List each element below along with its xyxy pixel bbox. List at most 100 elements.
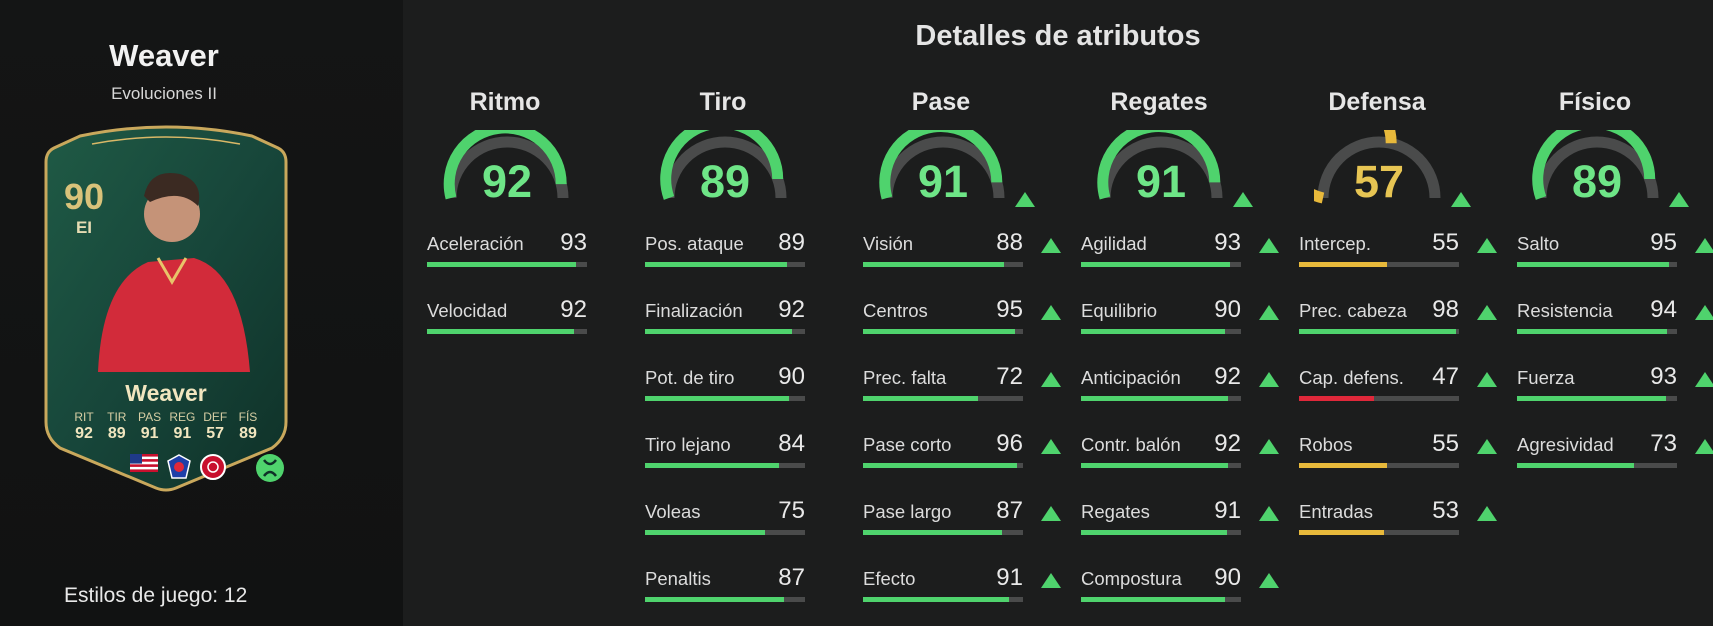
upgrade-arrow-icon <box>1041 372 1061 387</box>
attribute-row: Fuerza 93 <box>1517 363 1713 417</box>
attribute-label: Voleas <box>645 501 701 522</box>
category-title: Pase <box>911 88 971 116</box>
upgrade-arrow-icon <box>1695 372 1713 387</box>
attribute-bar <box>1299 262 1459 267</box>
card-stat: PAS 91 <box>134 410 166 443</box>
card-stat: TIR 89 <box>101 410 133 443</box>
attribute-value: 91 <box>1214 497 1241 524</box>
card-stat-value: 89 <box>107 425 126 442</box>
category-title: Físico <box>1558 88 1632 116</box>
attribute-bar-fill <box>863 530 1003 535</box>
attribute-bar <box>863 530 1023 535</box>
attribute-bar-fill <box>645 463 780 468</box>
attribute-bar <box>1299 530 1459 535</box>
attribute-bar <box>863 463 1023 468</box>
attribute-row: Pos. ataque 89 <box>645 229 805 283</box>
attribute-bar-fill <box>1517 262 1669 267</box>
card-rating: 90 <box>63 176 105 217</box>
attribute-bar <box>427 329 587 334</box>
attribute-value: 89 <box>778 229 805 256</box>
attribute-bar <box>1081 597 1241 602</box>
attribute-bar <box>863 597 1023 602</box>
attribute-label: Regates <box>1081 501 1150 522</box>
attribute-label: Pos. ataque <box>645 233 744 254</box>
attribute-label: Pase corto <box>863 434 952 455</box>
attribute-bar-fill <box>645 530 765 535</box>
attribute-bar <box>1081 262 1241 267</box>
attribute-value: 90 <box>778 363 805 390</box>
attribute-bar <box>645 530 805 535</box>
attribute-label: Prec. cabeza <box>1299 300 1407 321</box>
attribute-bar-fill <box>1081 329 1225 334</box>
attribute-row: Compostura 90 <box>1081 564 1279 618</box>
attribute-bar <box>1081 463 1241 468</box>
card-stats: RIT 92 TIR 89 PAS 91 REG 91 DEF 57 FÍS 89 <box>68 410 264 443</box>
card-stat-value: 57 <box>206 425 225 442</box>
card-stat-label: DEF <box>203 410 228 424</box>
attribute-row: Robos 55 <box>1299 430 1497 484</box>
attribute-row: Centros 95 <box>863 296 1061 350</box>
card-stat: RIT 92 <box>68 410 100 443</box>
upgrade-arrow-icon <box>1451 192 1471 207</box>
attribute-bar <box>863 329 1023 334</box>
attribute-bar-fill <box>863 262 1004 267</box>
category-rating: 91 <box>1135 156 1187 207</box>
attribute-bar <box>863 262 1023 267</box>
upgrade-arrow-icon <box>1477 439 1497 454</box>
attribute-label: Visión <box>863 233 914 254</box>
attribute-label: Finalización <box>645 300 743 321</box>
player-card[interactable]: 90 EI Weaver RIT 92 TIR 89 PAS 91 REG 91 DEF… <box>40 122 292 492</box>
attribute-bar-fill <box>1081 530 1227 535</box>
upgrade-arrow-icon <box>1259 305 1279 320</box>
category-rating: 92 <box>481 156 533 207</box>
attribute-value: 96 <box>996 430 1023 457</box>
attribute-label: Agresividad <box>1517 434 1614 455</box>
attribute-row: Penaltis 87 <box>645 564 805 618</box>
attribute-bar <box>1517 396 1677 401</box>
category-rating: 89 <box>1571 156 1623 207</box>
attribute-row: Contr. balón 92 <box>1081 430 1279 484</box>
attribute-value: 94 <box>1650 296 1677 323</box>
attribute-bar <box>1517 262 1677 267</box>
player-subtitle: Evoluciones II <box>111 84 217 103</box>
attribute-bar-fill <box>1517 396 1666 401</box>
attribute-label: Cap. defens. <box>1299 367 1404 388</box>
attribute-label: Penaltis <box>645 568 711 589</box>
attribute-row: Salto 95 <box>1517 229 1713 283</box>
attribute-label: Efecto <box>863 568 916 589</box>
evolution-icon <box>256 454 284 482</box>
attribute-value: 73 <box>1650 430 1677 457</box>
attribute-bar <box>645 597 805 602</box>
category-title: Regates <box>1110 88 1208 116</box>
upgrade-arrow-icon <box>1259 439 1279 454</box>
playstyles-count[interactable]: Estilos de juego: 12 <box>64 584 248 607</box>
card-stat-label: PAS <box>138 410 162 424</box>
attribute-label: Centros <box>863 300 928 321</box>
category-rating: 89 <box>699 156 751 207</box>
attribute-label: Resistencia <box>1517 300 1613 321</box>
upgrade-arrow-icon <box>1477 238 1497 253</box>
card-stat: DEF 57 <box>199 410 231 443</box>
attribute-bar <box>645 262 805 267</box>
attribute-label: Aceleración <box>427 233 524 254</box>
upgrade-arrow-icon <box>1233 192 1253 207</box>
attribute-bar-fill <box>645 597 785 602</box>
gauge-fill <box>660 130 784 200</box>
attribute-row: Agilidad 93 <box>1081 229 1279 283</box>
card-frame <box>44 125 288 492</box>
card-stat-value: 92 <box>75 425 93 442</box>
category-gauge <box>879 130 1005 200</box>
attribute-label: Salto <box>1517 233 1560 254</box>
upgrade-arrow-icon <box>1041 439 1061 454</box>
attribute-value: 92 <box>1214 363 1241 390</box>
attribute-row: Anticipación 92 <box>1081 363 1279 417</box>
upgrade-arrow-icon <box>1259 372 1279 387</box>
upgrade-arrow-icon <box>1041 305 1061 320</box>
attribute-value: 75 <box>778 497 805 524</box>
attribute-bar <box>645 329 805 334</box>
attribute-bar-fill <box>863 597 1009 602</box>
card-stat: REG 91 <box>166 410 198 443</box>
attribute-label: Contr. balón <box>1081 434 1181 455</box>
card-position: EI <box>75 218 93 237</box>
attribute-row: Intercep. 55 <box>1299 229 1497 283</box>
